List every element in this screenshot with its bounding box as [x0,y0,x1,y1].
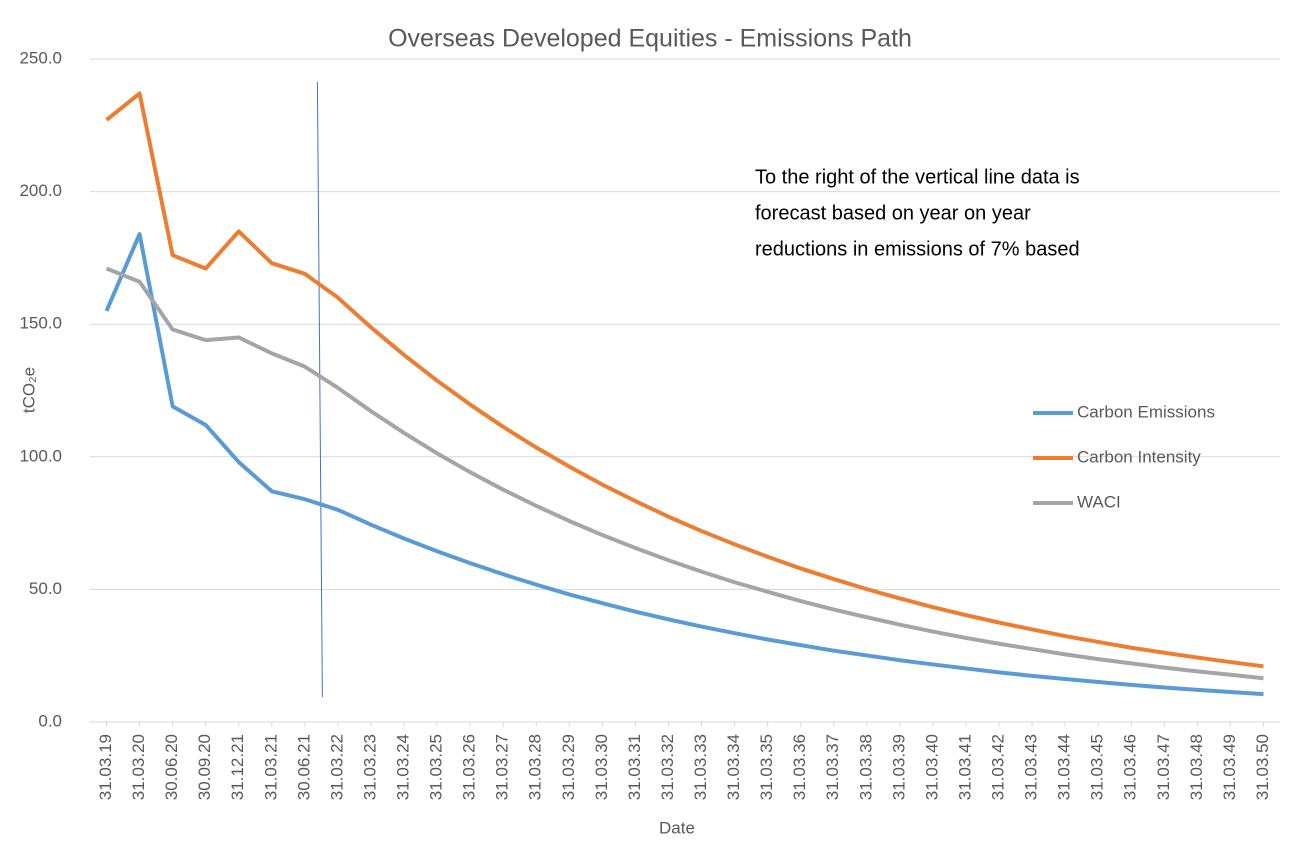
x-tick-label: 31.03.46 [1121,734,1140,800]
y-tick-label: 150.0 [19,314,62,333]
annotation: forecast based on year on year [755,202,1031,224]
x-axis-label: Date [659,818,695,837]
series-line [105,266,1264,681]
x-tick-label: 31.03.44 [1055,734,1074,800]
x-tick-label: 31.03.40 [922,734,941,800]
x-tick-label: 31.03.25 [427,734,446,800]
y-tick-label: 50.0 [29,579,62,598]
x-tick-label: 31.03.31 [625,734,644,800]
legend-label: Carbon Emissions [1077,402,1215,421]
annotation: reductions in emissions of 7% based [755,238,1080,260]
x-tick-label: 31.03.43 [1022,734,1041,800]
x-tick-label: 31.03.29 [559,734,578,800]
x-tick-label: 31.03.41 [955,734,974,800]
y-tick-label: 250.0 [19,48,62,67]
y-axis-label: tCO₂e [19,367,38,413]
legend-label: WACI [1077,492,1121,511]
x-tick-label: 31.03.30 [592,734,611,800]
x-tick-label: 31.03.50 [1253,734,1272,800]
series-line [104,232,1264,697]
x-tick-label: 31.03.39 [889,734,908,800]
annotation: To the right of the vertical line data i… [755,166,1080,188]
x-tick-label: 31.12.21 [228,734,247,800]
series-line [105,91,1264,669]
x-tick-label: 31.03.48 [1187,734,1206,800]
x-tick-label: 31.03.34 [724,734,743,800]
x-tick-label: 30.06.21 [294,734,313,800]
y-tick-label: 200.0 [19,181,62,200]
x-tick-label: 31.03.19 [96,734,115,800]
x-tick-label: 30.09.20 [195,734,214,800]
x-tick-label: 31.03.24 [394,734,413,800]
x-tick-label: 31.03.42 [989,734,1008,800]
x-tick-label: 31.03.28 [526,734,545,800]
x-tick-label: 31.03.38 [856,734,875,800]
x-tick-label: 31.03.35 [757,734,776,800]
forecast-divider [316,81,323,698]
x-tick-label: 31.03.27 [493,734,512,800]
x-tick-label: 31.03.49 [1220,734,1239,800]
y-tick-label: 0.0 [38,711,62,730]
x-tick-label: 31.03.32 [658,734,677,800]
x-tick-label: 31.03.37 [823,734,842,800]
x-tick-label: 31.03.20 [129,734,148,800]
chart-title: Overseas Developed Equities - Emissions … [388,25,912,53]
x-tick-label: 30.06.20 [162,734,181,800]
y-tick-label: 100.0 [19,446,62,465]
legend-label: Carbon Intensity [1077,447,1201,466]
x-tick-label: 31.03.33 [691,734,710,800]
x-tick-label: 31.03.45 [1088,734,1107,800]
x-tick-label: 31.03.26 [460,734,479,800]
x-tick-label: 31.03.21 [261,734,280,800]
x-tick-label: 31.03.22 [327,734,346,800]
x-tick-label: 31.03.23 [360,734,379,800]
x-tick-label: 31.03.36 [790,734,809,800]
x-tick-label: 31.03.47 [1154,734,1173,800]
